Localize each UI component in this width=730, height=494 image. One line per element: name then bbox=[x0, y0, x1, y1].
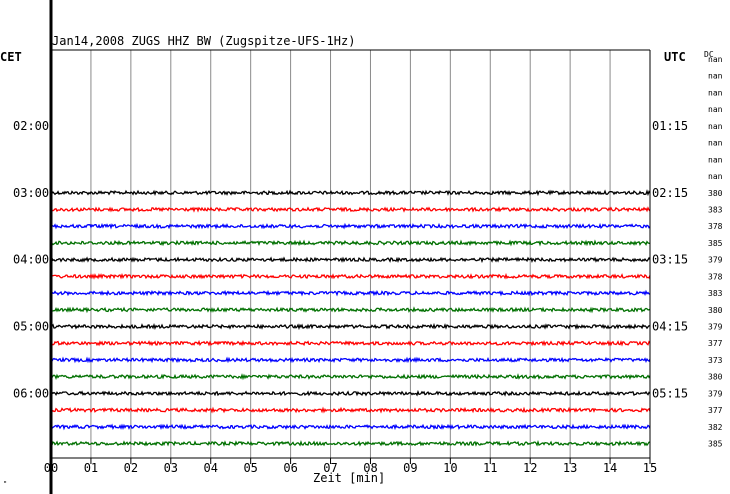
trace-row-18 bbox=[51, 356, 651, 364]
x-tick-label-13: 13 bbox=[563, 461, 577, 475]
dc-value-row-20: 379 bbox=[708, 389, 723, 398]
dc-value-row-11: 385 bbox=[708, 239, 723, 248]
x-tick-label-12: 12 bbox=[523, 461, 537, 475]
dc-value-row-4: nan bbox=[708, 122, 723, 131]
right-time-label-1: 02:15 bbox=[652, 186, 688, 200]
x-tick-label-10: 10 bbox=[443, 461, 457, 475]
trace-row-15 bbox=[51, 306, 651, 314]
left-time-label-2: 04:00 bbox=[13, 253, 49, 267]
x-tick-label-06: 06 bbox=[283, 461, 297, 475]
dc-value-row-15: 380 bbox=[708, 306, 723, 315]
dc-value-row-7: nan bbox=[708, 172, 723, 181]
dc-value-row-22: 382 bbox=[708, 423, 723, 432]
trace-row-14 bbox=[51, 289, 651, 297]
x-tick-label-03: 03 bbox=[164, 461, 178, 475]
dc-value-row-10: 378 bbox=[708, 222, 723, 231]
x-tick-label-09: 09 bbox=[403, 461, 417, 475]
dc-value-row-2: nan bbox=[708, 88, 723, 97]
x-tick-label-11: 11 bbox=[483, 461, 497, 475]
trace-row-22 bbox=[51, 423, 651, 431]
dc-value-row-19: 380 bbox=[708, 373, 723, 382]
x-tick-label-04: 04 bbox=[204, 461, 218, 475]
chart-title: Jan14,2008 ZUGS HHZ BW (Zugspitze-UFS-1H… bbox=[52, 34, 355, 48]
dc-value-row-13: 378 bbox=[708, 272, 723, 281]
left-time-label-0: 02:00 bbox=[13, 119, 49, 133]
dc-value-row-23: 385 bbox=[708, 440, 723, 449]
x-axis-label: Zeit [min] bbox=[313, 471, 385, 485]
trace-row-8 bbox=[51, 189, 651, 197]
trace-row-21 bbox=[51, 406, 651, 414]
trace-row-17 bbox=[51, 339, 651, 347]
x-tick-label-15: 15 bbox=[643, 461, 657, 475]
left-time-label-3: 05:00 bbox=[13, 320, 49, 334]
dc-value-row-12: 379 bbox=[708, 256, 723, 265]
right-time-label-2: 03:15 bbox=[652, 253, 688, 267]
x-tick-label-01: 01 bbox=[84, 461, 98, 475]
dc-value-row-1: nan bbox=[708, 72, 723, 81]
dc-value-row-14: 383 bbox=[708, 289, 723, 298]
right-time-label-0: 01:15 bbox=[652, 119, 688, 133]
dc-value-row-16: 379 bbox=[708, 323, 723, 332]
trace-row-23 bbox=[51, 439, 651, 447]
x-tick-label-02: 02 bbox=[124, 461, 138, 475]
trace-row-12 bbox=[51, 256, 651, 264]
x-tick-label-07: 07 bbox=[323, 461, 337, 475]
trace-row-20 bbox=[51, 389, 651, 397]
dc-value-row-3: nan bbox=[708, 105, 723, 114]
dc-column-header: DC bbox=[704, 50, 714, 59]
trace-row-19 bbox=[51, 373, 651, 381]
left-time-label-1: 03:00 bbox=[13, 186, 49, 200]
dc-value-row-6: nan bbox=[708, 155, 723, 164]
trace-row-13 bbox=[51, 272, 651, 280]
dc-value-row-21: 377 bbox=[708, 406, 723, 415]
trace-row-16 bbox=[51, 322, 650, 331]
corner-mark: " bbox=[3, 480, 7, 488]
left-time-label-4: 06:00 bbox=[13, 386, 49, 400]
trace-row-11 bbox=[51, 239, 651, 247]
x-tick-label-08: 08 bbox=[363, 461, 377, 475]
dc-value-row-9: 383 bbox=[708, 205, 723, 214]
left-timezone-label: CET bbox=[0, 50, 22, 64]
dc-value-row-5: nan bbox=[708, 139, 723, 148]
x-tick-label-05: 05 bbox=[243, 461, 257, 475]
x-tick-label-14: 14 bbox=[603, 461, 617, 475]
dc-value-row-17: 377 bbox=[708, 339, 723, 348]
dc-value-row-0: nan bbox=[708, 55, 723, 64]
trace-row-9 bbox=[51, 206, 651, 213]
dc-value-row-8: 380 bbox=[708, 189, 723, 198]
right-time-label-4: 05:15 bbox=[652, 386, 688, 400]
dc-value-row-18: 373 bbox=[708, 356, 723, 365]
right-time-label-3: 04:15 bbox=[652, 320, 688, 334]
trace-row-10 bbox=[51, 222, 651, 230]
right-timezone-label: UTC bbox=[664, 50, 686, 64]
